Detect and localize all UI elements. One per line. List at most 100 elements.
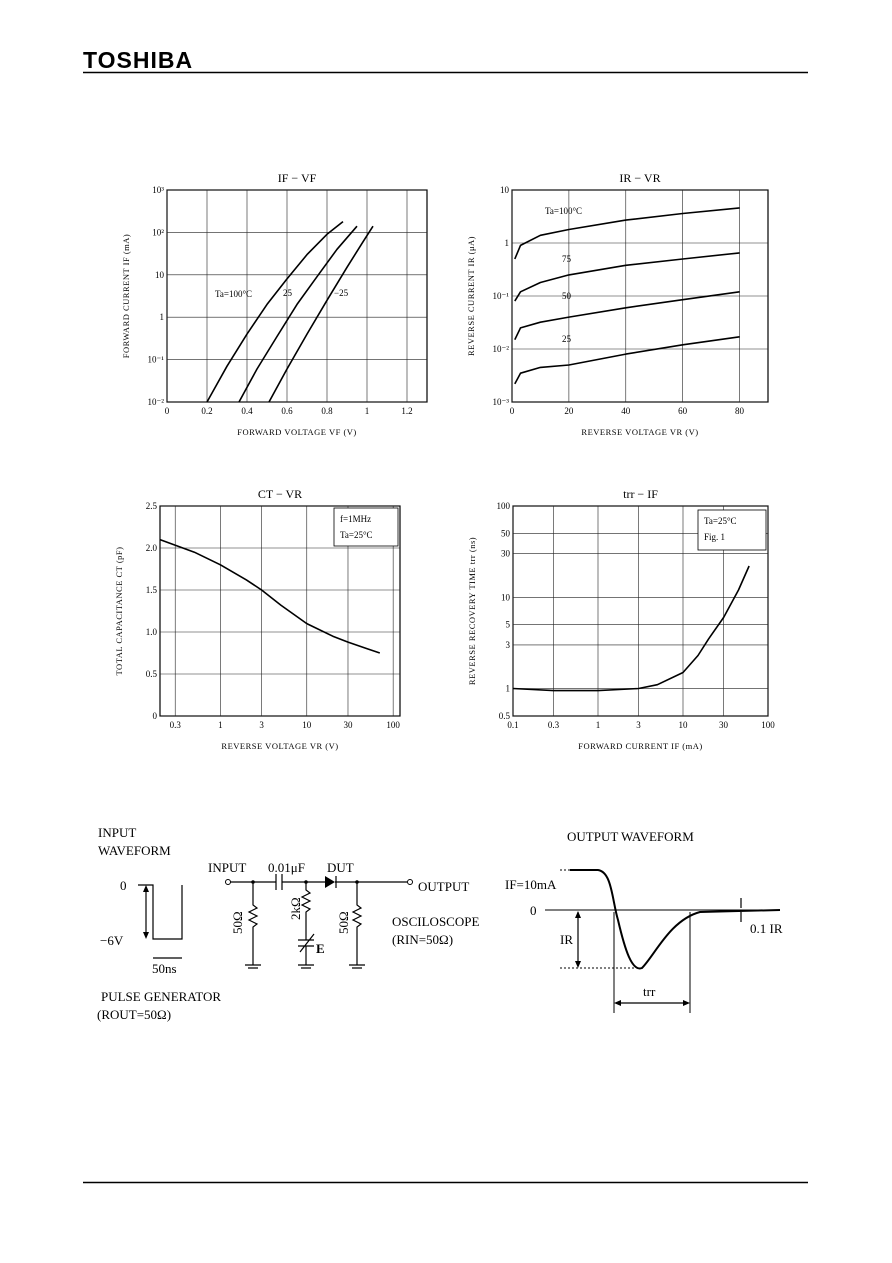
y-axis-label: TOTAL CAPACITANCE CT (pF) [114,547,124,676]
x-tick-label: 0 [510,406,515,416]
label: 0.1 IR [750,921,783,936]
curve [514,252,740,302]
curve [238,225,358,403]
terminal [225,879,231,885]
x-tick-label: 0 [165,406,170,416]
x-axis-label: FORWARD VOLTAGE VF (V) [237,427,357,437]
x-axis-label: FORWARD CURRENT IF (mA) [578,741,702,751]
y-tick-label: 0.5 [499,711,511,721]
annotation: Ta=25°C [704,516,737,526]
curve [514,207,740,260]
y-tick-label: 10 [501,592,511,602]
logo: TOSHIBA [83,47,193,73]
series-label: −25 [334,288,349,298]
y-tick-label: 2.5 [146,501,158,511]
curve [514,291,740,341]
y-tick-label: 10⁻² [493,344,510,354]
x-tick-label: 3 [259,720,264,730]
curve [206,220,344,403]
plot-frame [166,189,428,403]
y-tick-label: 10 [500,185,510,195]
resistor [349,882,365,969]
series-label: Ta=100°C [545,206,582,216]
node [251,880,255,884]
x-tick-label: 1 [218,720,223,730]
y-tick-label: 1.5 [146,585,158,595]
curve [159,538,381,654]
label: 50Ω [230,911,245,934]
annotation-box [697,509,767,551]
y-tick-label: 2.0 [146,543,158,553]
label: WAVEFORM [98,843,171,858]
label: OUTPUT WAVEFORM [567,829,694,844]
annotation: f=1MHz [340,514,371,524]
x-tick-label: 0.8 [321,406,333,416]
y-tick-label: 100 [497,501,511,511]
label: PULSE GENERATOR [101,989,221,1004]
y-tick-label: 10⁻² [148,397,165,407]
chart-title: IR − VR [619,171,660,185]
label: INPUT [98,825,136,840]
y-tick-label: 5 [506,620,511,630]
label: 50Ω [336,911,351,934]
diode [325,876,335,888]
series-label: 25 [283,288,293,298]
label: OSCILOSCOPE [392,914,479,929]
label: (RIN=50Ω) [392,932,453,947]
x-axis-label: REVERSE VOLTAGE VR (V) [221,741,338,751]
guide [613,912,691,1013]
y-tick-label: 10³ [152,185,164,195]
y-tick-label: 1.0 [146,627,158,637]
label: (ROUT=50Ω) [97,1007,171,1022]
curve [512,565,750,692]
label: OUTPUT [418,879,469,894]
annotation: Ta=25°C [340,530,373,540]
label: IF=10mA [505,877,557,892]
x-tick-label: 80 [735,406,745,416]
y-tick-label: 10⁻³ [493,397,510,407]
y-axis-label: FORWARD CURRENT IF (mA) [121,234,131,358]
resistor-capacitor [298,882,315,969]
x-tick-label: 3 [636,720,641,730]
arrow-head [575,911,581,968]
x-tick-label: 20 [564,406,574,416]
curve [268,225,374,403]
output-waveform: OUTPUT WAVEFORM IF=10mA 0 IR 0.1 IR trr [505,829,783,1013]
x-tick-label: 100 [386,720,400,730]
x-axis-label: REVERSE VOLTAGE VR (V) [581,427,698,437]
y-axis-label: REVERSE RECOVERY TIME trr (ns) [467,537,477,685]
y-tick-label: 3 [506,640,511,650]
chart-title: CT − VR [258,487,302,501]
y-tick-label: 1 [506,684,511,694]
label: 0 [530,903,537,918]
x-tick-label: 1 [596,720,601,730]
pulse [138,884,183,940]
annotation: Fig. 1 [704,532,725,542]
x-tick-label: 10 [679,720,689,730]
x-tick-label: 0.4 [241,406,253,416]
series-label: 50 [562,291,572,301]
x-tick-label: 1 [365,406,370,416]
y-tick-label: 10⁻¹ [493,291,510,301]
y-tick-label: 1 [505,238,510,248]
x-tick-label: 1.2 [401,406,412,416]
y-tick-label: 10² [152,227,164,237]
series-label: Ta=100°C [215,289,252,299]
label: trr [643,984,656,999]
terminal [407,879,413,885]
label: 0.01μF [268,860,305,875]
x-tick-label: 0.3 [170,720,182,730]
x-tick-label: 40 [621,406,631,416]
y-tick-label: 0.5 [146,669,158,679]
y-tick-label: 10 [155,270,165,280]
series-label: 75 [562,254,572,264]
label: 2kΩ [288,897,303,920]
waveform [570,869,781,970]
y-axis-label: REVERSE CURRENT IR (μA) [466,236,476,356]
resistor [245,882,261,969]
label: INPUT [208,860,246,875]
label: DUT [327,860,354,875]
x-tick-label: 30 [343,720,353,730]
